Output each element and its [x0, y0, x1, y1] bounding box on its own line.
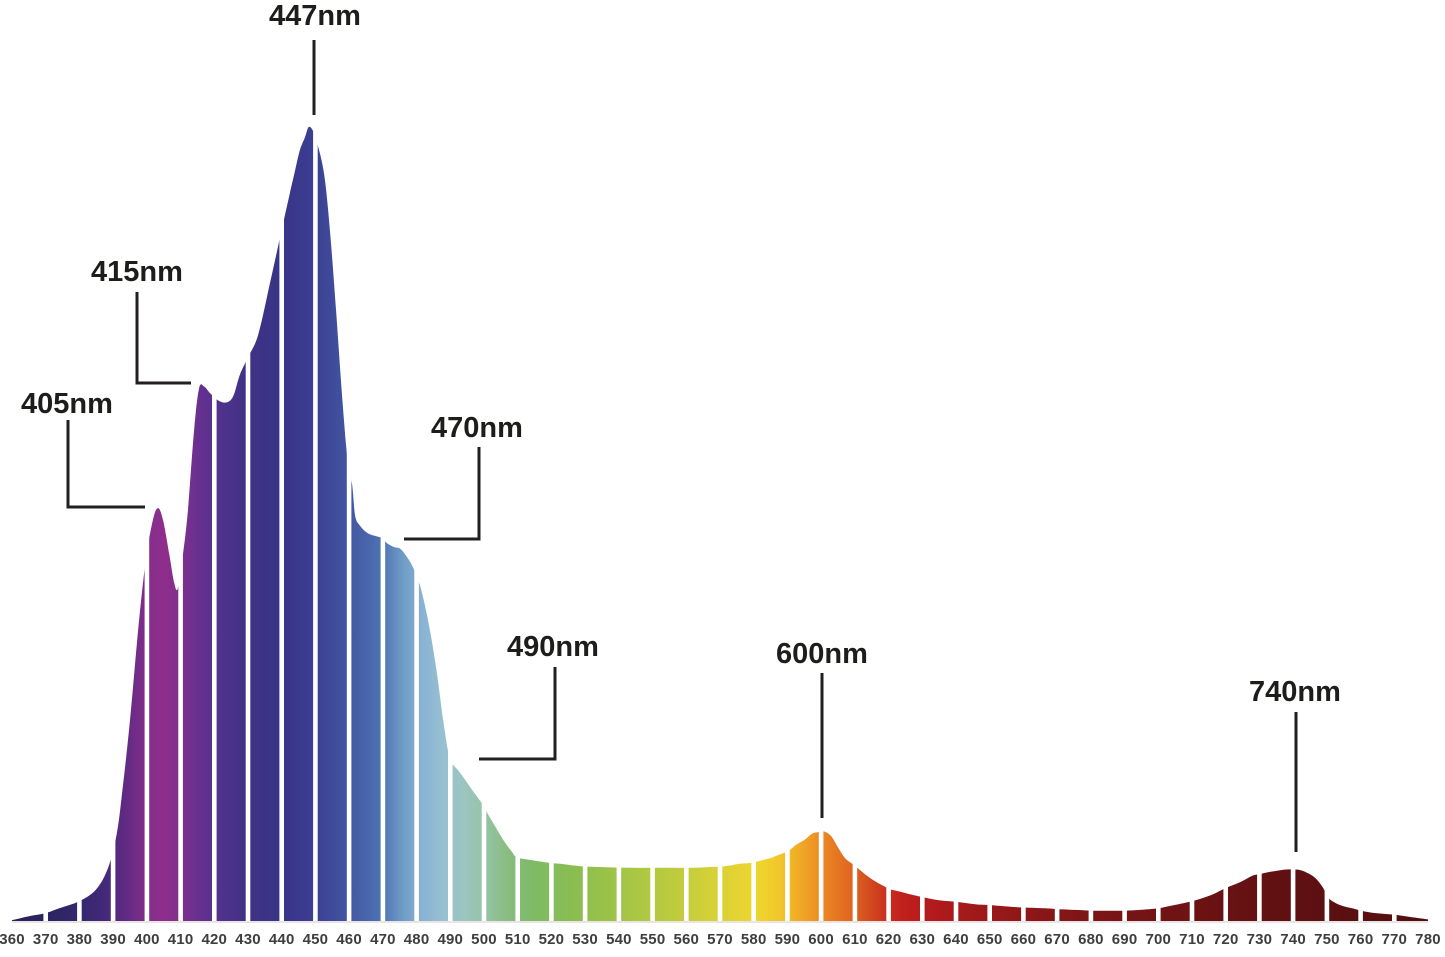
- x-axis-tick-label: 600: [808, 931, 834, 948]
- x-axis-tick-label: 670: [1044, 931, 1070, 948]
- x-axis-tick-label: 610: [842, 931, 868, 948]
- callout-label-470nm: 470nm: [431, 412, 523, 444]
- x-axis-tick-label: 370: [33, 931, 59, 948]
- x-axis-tick-label: 490: [437, 931, 463, 948]
- x-axis-tick-label: 770: [1381, 931, 1407, 948]
- x-axis-tick-label: 450: [303, 931, 329, 948]
- peak-callouts: 405nm 415nm 447nm 470nm 490nm 600nm 740nm: [21, 0, 1341, 852]
- x-axis-tick-label: 360: [0, 931, 25, 948]
- x-axis-tick-label: 460: [336, 931, 362, 948]
- x-axis-tick-label: 410: [168, 931, 194, 948]
- x-axis-tick-label: 780: [1415, 931, 1441, 948]
- x-axis-tick-label: 430: [235, 931, 261, 948]
- callout-label-490nm: 490nm: [507, 631, 599, 663]
- x-axis-tick-label: 720: [1213, 931, 1239, 948]
- callout-line-490nm: [479, 667, 557, 761]
- x-axis-tick-label: 510: [505, 931, 531, 948]
- x-axis-tick-label: 740: [1280, 931, 1306, 948]
- x-axis-tick-label: 680: [1078, 931, 1104, 948]
- x-axis-tick-label: 440: [269, 931, 295, 948]
- callout-label-447nm: 447nm: [269, 0, 361, 32]
- callout-line-415nm: [135, 292, 191, 385]
- x-axis-tick-label: 630: [909, 931, 935, 948]
- x-axis-tick-label: 390: [100, 931, 126, 948]
- x-axis-tick-label: 750: [1314, 931, 1340, 948]
- x-axis-tick-label: 620: [876, 931, 902, 948]
- x-axis-tick-label: 480: [404, 931, 430, 948]
- x-axis-tick-label: 400: [134, 931, 160, 948]
- callout-label-415nm: 415nm: [91, 256, 183, 288]
- x-axis-tick-label: 690: [1112, 931, 1138, 948]
- bar-separators: [43, 0, 1397, 921]
- x-axis-tick-label: 640: [943, 931, 969, 948]
- x-axis-tick-label: 380: [67, 931, 93, 948]
- x-axis-tick-label: 420: [201, 931, 227, 948]
- x-axis-tick-label: 470: [370, 931, 396, 948]
- callout-line-405nm: [66, 420, 145, 509]
- spectrum-curve: [12, 126, 1428, 921]
- x-axis-tick-label: 560: [673, 931, 699, 948]
- x-axis-tick-label: 580: [741, 931, 767, 948]
- x-axis-tick-label: 710: [1179, 931, 1205, 948]
- x-axis-tick-label: 500: [471, 931, 497, 948]
- x-axis-tick-label: 540: [606, 931, 632, 948]
- callout-line-470nm: [404, 447, 481, 541]
- x-axis-tick-label: 660: [1011, 931, 1037, 948]
- callout-label-740nm: 740nm: [1249, 676, 1341, 708]
- callout-label-405nm: 405nm: [21, 388, 113, 420]
- x-axis-tick-label: 700: [1145, 931, 1171, 948]
- x-axis-tick-label: 570: [707, 931, 733, 948]
- x-axis-tick-label: 650: [977, 931, 1003, 948]
- x-axis-tick-label: 530: [572, 931, 598, 948]
- x-axis: 360 370 380 390 400 410 420 430 440 450 460 470 480 4…: [0, 931, 1441, 948]
- x-axis-tick-label: 550: [640, 931, 666, 948]
- x-axis-tick-label: 590: [775, 931, 801, 948]
- x-axis-tick-label: 520: [539, 931, 565, 948]
- x-axis-tick-label: 730: [1247, 931, 1273, 948]
- callout-label-600nm: 600nm: [776, 638, 868, 670]
- x-axis-tick-label: 760: [1348, 931, 1374, 948]
